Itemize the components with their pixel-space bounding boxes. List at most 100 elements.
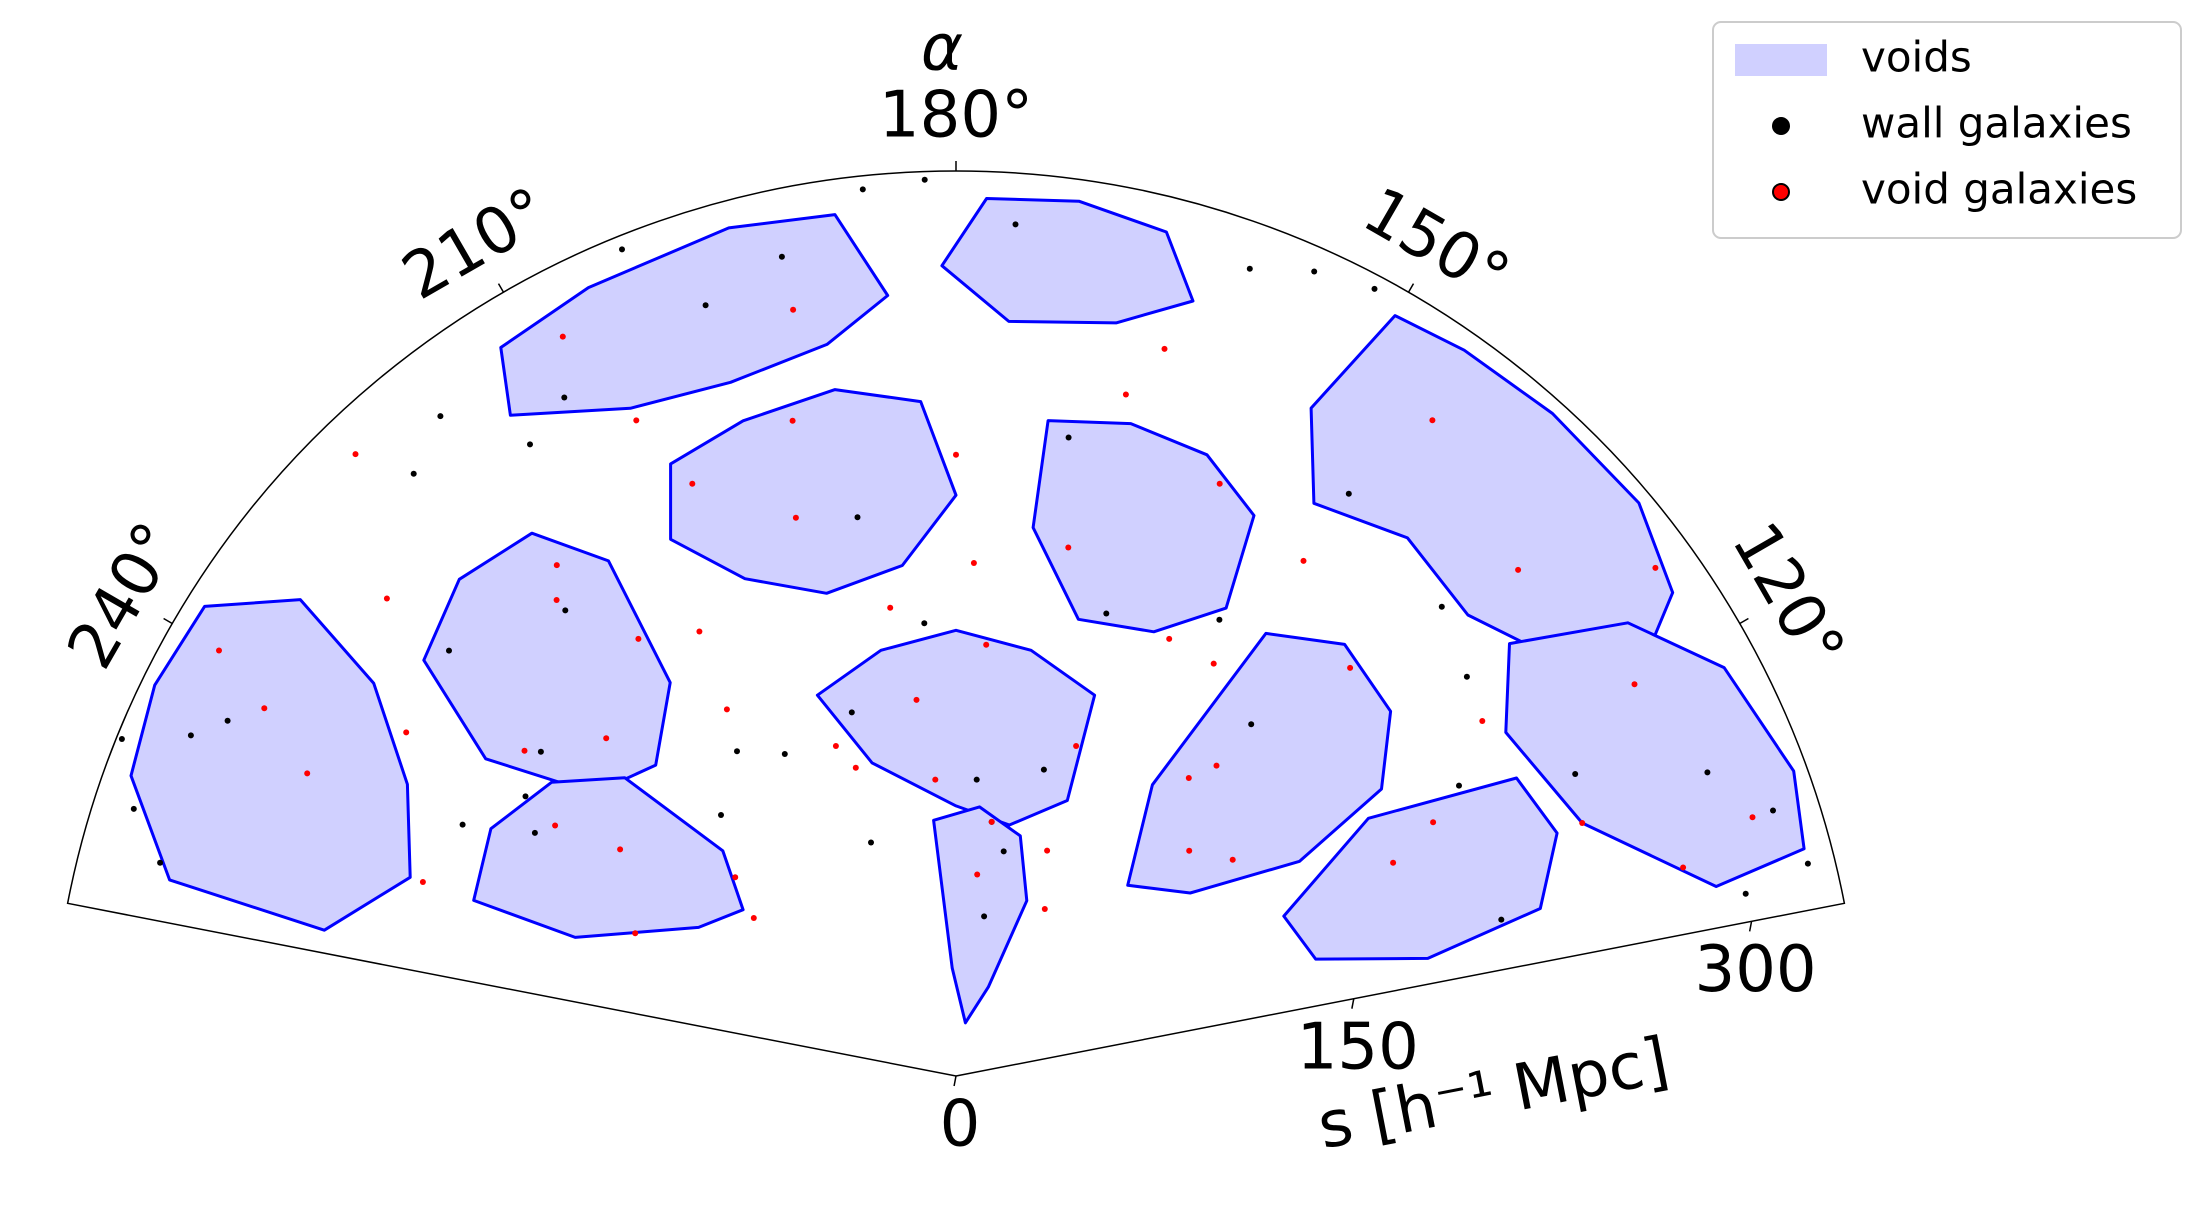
r-tick-label: 300 — [1694, 933, 1816, 1007]
void-galaxy — [304, 770, 311, 777]
wall-galaxy — [778, 253, 785, 260]
wall-galaxy — [130, 805, 137, 812]
wall-galaxy — [921, 620, 928, 627]
void-galaxy — [789, 417, 796, 424]
legend-label: void galaxies — [1861, 165, 2137, 214]
void-galaxy — [792, 514, 799, 521]
wall-galaxy — [718, 812, 724, 818]
theta-tick — [1739, 617, 1749, 625]
void-galaxy — [521, 747, 528, 754]
theta-tick — [1407, 283, 1415, 293]
legend-marker — [1772, 183, 1790, 201]
void-galaxy — [603, 735, 610, 742]
void-galaxy — [1044, 847, 1051, 854]
void-galaxy — [1429, 417, 1436, 424]
void-galaxy — [988, 818, 995, 825]
void-galaxy — [953, 451, 959, 458]
wall-galaxy — [854, 514, 861, 521]
legend: voids wall galaxies void galaxies — [1712, 21, 2182, 239]
theta-tick — [163, 617, 173, 625]
void-galaxy — [887, 604, 894, 611]
wall-galaxy — [1804, 860, 1811, 867]
legend-label: wall galaxies — [1861, 99, 2132, 148]
legend-label: voids — [1861, 33, 1972, 82]
wall-galaxy — [973, 776, 980, 783]
void-galaxy — [832, 743, 839, 749]
void-galaxy — [1479, 718, 1486, 724]
void-galaxy — [1631, 681, 1638, 688]
void-galaxy — [1213, 762, 1220, 769]
theta-tick-label: 180° — [879, 79, 1033, 153]
wall-galaxy — [981, 913, 988, 920]
void-galaxy — [1229, 856, 1236, 863]
void-galaxy — [1390, 859, 1397, 866]
r-tick-label: 150 — [1297, 1010, 1419, 1084]
void-polygon — [932, 805, 1029, 1025]
void-galaxy — [1065, 544, 1072, 551]
points-layer — [118, 176, 1811, 937]
wall-galaxy — [1463, 673, 1470, 680]
void-galaxy — [403, 729, 410, 736]
void-polygon — [669, 388, 958, 595]
void-galaxy — [261, 705, 268, 712]
wall-galaxy — [531, 829, 538, 836]
wall-galaxy — [522, 793, 529, 800]
void-polygon — [499, 213, 890, 417]
theta-tick-label: 210° — [391, 174, 562, 315]
void-galaxy — [970, 560, 977, 566]
void-galaxy — [1161, 345, 1168, 352]
void-galaxy — [723, 706, 730, 713]
void-polygon — [129, 598, 412, 932]
wall-galaxy — [1572, 771, 1579, 777]
void-galaxy — [1680, 864, 1687, 871]
void-galaxy — [732, 874, 739, 881]
void-galaxy — [974, 871, 981, 878]
void-galaxy — [790, 306, 797, 313]
wall-galaxy — [1438, 603, 1445, 610]
void-galaxy — [216, 647, 222, 654]
theta-tick-label: 150° — [1351, 174, 1522, 315]
wall-galaxy — [1311, 268, 1318, 275]
voids-layer — [129, 197, 1806, 1025]
wall-galaxy — [1456, 782, 1462, 789]
void-polygon — [1282, 776, 1559, 961]
void-polygon — [422, 531, 672, 795]
wall-galaxy — [1742, 890, 1749, 897]
void-polygon — [472, 776, 745, 939]
wall-galaxy — [702, 302, 709, 309]
void-galaxy — [635, 635, 642, 642]
wall-galaxy — [1012, 221, 1019, 228]
void-galaxy — [1347, 664, 1354, 671]
void-galaxy — [383, 595, 390, 602]
wall-galaxy — [1248, 721, 1255, 728]
wall-galaxy — [619, 246, 625, 253]
wall-galaxy — [734, 748, 740, 755]
void-galaxy — [1300, 557, 1307, 564]
theta-axis-label: α — [921, 12, 963, 86]
wall-galaxy — [527, 441, 533, 448]
wall-galaxy — [410, 470, 417, 477]
wall-galaxy — [224, 717, 231, 724]
wall-galaxy — [1246, 265, 1253, 272]
r-tick-label: 0 — [940, 1088, 981, 1162]
void-polygon — [815, 628, 1097, 827]
wall-galaxy — [1103, 610, 1110, 617]
void-galaxy — [1166, 635, 1173, 642]
void-galaxy — [633, 417, 640, 424]
r-tick — [953, 1075, 957, 1087]
polar-frame — [66, 170, 1846, 1077]
wall-galaxy — [1000, 848, 1007, 855]
void-galaxy — [696, 628, 703, 635]
void-galaxy — [1186, 847, 1193, 854]
void-galaxy — [553, 597, 560, 603]
r-tick — [1748, 921, 1753, 932]
wall-galaxy — [561, 394, 568, 401]
void-galaxy — [1073, 743, 1080, 749]
wall-galaxy — [459, 821, 466, 828]
void-galaxy — [913, 696, 920, 703]
wall-galaxy — [157, 859, 164, 866]
wall-galaxy — [562, 607, 569, 614]
wall-galaxy — [1065, 434, 1072, 441]
void-galaxy — [983, 641, 990, 648]
